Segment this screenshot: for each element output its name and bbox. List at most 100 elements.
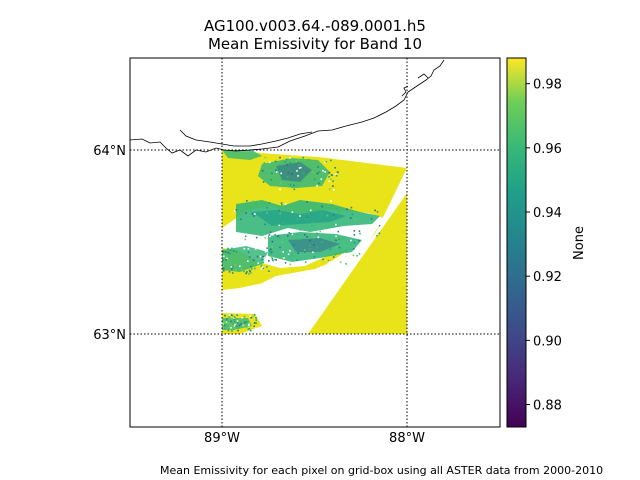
speckle-pixel	[254, 213, 256, 215]
speckle-pixel	[241, 317, 243, 319]
speckle-pixel	[233, 318, 236, 321]
speckle-pixel	[306, 201, 308, 203]
speckle-pixel	[325, 161, 328, 163]
speckle-pixel	[235, 323, 237, 325]
speckle-pixel	[243, 324, 245, 327]
colorbar-ticks: 0.88 0.90 0.92 0.94 0.96 0.98	[526, 78, 562, 414]
speckle-pixel	[327, 259, 330, 262]
emissivity-speckle	[222, 156, 381, 332]
speckle-pixel	[255, 322, 257, 324]
speckle-pixel	[227, 319, 229, 321]
speckle-pixel	[266, 247, 268, 249]
speckle-pixel	[261, 258, 263, 261]
speckle-pixel	[230, 326, 232, 329]
speckle-pixel	[279, 164, 281, 166]
speckle-pixel	[259, 255, 262, 258]
coastline	[179, 129, 313, 147]
speckle-pixel	[326, 214, 329, 217]
speckle-pixel	[222, 267, 225, 270]
speckle-pixel	[293, 184, 295, 187]
speckle-pixel	[231, 329, 234, 331]
speckle-pixel	[255, 327, 257, 330]
speckle-pixel	[359, 232, 361, 235]
speckle-pixel	[244, 238, 247, 241]
speckle-pixel	[345, 263, 347, 265]
speckle-pixel	[333, 189, 335, 191]
speckle-pixel	[235, 268, 237, 271]
speckle-pixel	[274, 160, 277, 163]
coastline	[417, 73, 429, 79]
speckle-pixel	[338, 246, 341, 249]
speckle-pixel	[279, 182, 282, 184]
speckle-pixel	[231, 265, 234, 268]
speckle-pixel	[271, 240, 274, 243]
speckle-pixel	[370, 218, 373, 220]
speckle-pixel	[239, 265, 241, 268]
speckle-pixel	[253, 322, 256, 324]
speckle-pixel	[250, 267, 253, 270]
speckle-pixel	[235, 209, 238, 211]
speckle-pixel	[223, 320, 225, 323]
speckle-pixel	[324, 171, 326, 173]
speckle-pixel	[318, 171, 321, 173]
speckle-pixel	[250, 272, 253, 274]
speckle-pixel	[226, 318, 228, 320]
speckle-pixel	[309, 248, 311, 250]
speckle-pixel	[272, 259, 274, 262]
speckle-pixel	[237, 322, 239, 324]
speckle-pixel	[253, 215, 255, 217]
speckle-pixel	[335, 223, 337, 226]
speckle-pixel	[352, 254, 355, 257]
speckle-pixel	[245, 326, 248, 329]
speckle-pixel	[287, 235, 289, 237]
speckle-pixel	[358, 239, 360, 242]
speckle-pixel	[358, 230, 361, 232]
speckle-pixel	[328, 176, 330, 178]
speckle-pixel	[332, 185, 334, 187]
speckle-pixel	[279, 188, 281, 191]
speckle-pixel	[231, 247, 233, 250]
speckle-pixel	[332, 214, 335, 216]
speckle-pixel	[238, 324, 241, 327]
speckle-pixel	[227, 329, 230, 332]
speckle-pixel	[230, 323, 233, 325]
speckle-pixel	[336, 238, 338, 240]
speckle-pixel	[297, 175, 299, 177]
speckle-pixel	[350, 239, 352, 242]
speckle-pixel	[334, 254, 337, 256]
speckle-pixel	[281, 241, 284, 243]
speckle-pixel	[269, 250, 271, 252]
speckle-pixel	[250, 316, 252, 319]
speckle-pixel	[269, 235, 271, 238]
speckle-pixel	[224, 314, 226, 317]
speckle-pixel	[299, 229, 302, 231]
speckle-pixel	[235, 251, 238, 253]
speckle-pixel	[249, 315, 251, 317]
speckle-pixel	[302, 178, 304, 181]
speckle-pixel	[337, 230, 340, 233]
speckle-pixel	[304, 261, 307, 263]
speckle-pixel	[328, 172, 331, 174]
speckle-pixel	[282, 251, 284, 253]
speckle-pixel	[225, 251, 227, 253]
speckle-pixel	[336, 208, 338, 210]
speckle-pixel	[260, 264, 263, 267]
speckle-pixel	[231, 268, 233, 270]
speckle-pixel	[278, 236, 281, 239]
speckle-pixel	[234, 323, 236, 326]
speckle-pixel	[338, 238, 340, 241]
speckle-pixel	[341, 253, 344, 256]
speckle-pixel	[243, 321, 246, 324]
speckle-pixel	[247, 260, 249, 262]
speckle-pixel	[332, 180, 334, 182]
speckle-pixel	[316, 246, 318, 249]
speckle-pixel	[234, 325, 237, 327]
speckle-pixel	[329, 178, 332, 181]
speckle-pixel	[249, 270, 251, 273]
speckle-pixel	[233, 316, 236, 318]
nodata-gap	[222, 236, 372, 300]
speckle-pixel	[332, 256, 335, 258]
speckle-pixel	[299, 215, 301, 217]
speckle-pixel	[291, 172, 293, 175]
